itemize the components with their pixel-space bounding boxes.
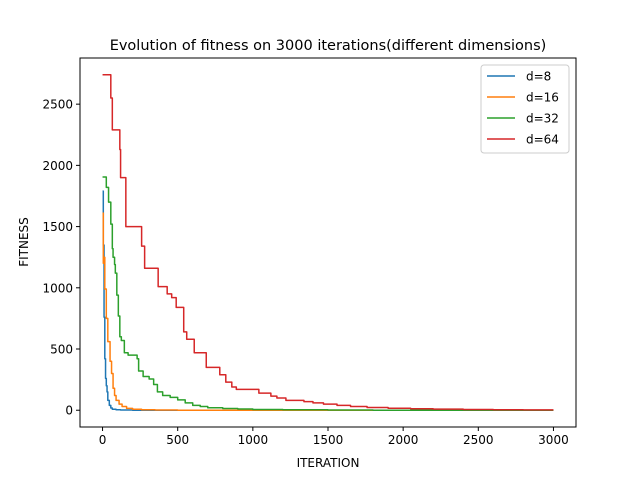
- x-tick-label: 2000: [388, 433, 419, 447]
- y-tick-label: 500: [50, 343, 73, 357]
- x-tick-label: 0: [99, 433, 107, 447]
- x-axis-label: ITERATION: [297, 456, 360, 470]
- y-tick-label: 0: [65, 404, 73, 418]
- x-axis: 0 500 1000 1500 2000 2500 3000: [99, 427, 569, 447]
- legend-label-d-8: d=8: [526, 70, 551, 84]
- x-tick-label: 2500: [463, 433, 494, 447]
- x-tick-label: 3000: [538, 433, 569, 447]
- series-line-d-32: [102, 176, 554, 411]
- x-tick-label: 1500: [313, 433, 344, 447]
- legend-label-d-16: d=16: [526, 91, 559, 105]
- series-line-d-8: [102, 190, 554, 411]
- y-axis-label: FITNESS: [17, 217, 31, 267]
- y-tick-label: 2000: [42, 159, 73, 173]
- x-tick-label: 1000: [238, 433, 269, 447]
- y-tick-label: 2500: [42, 98, 73, 112]
- series-line-d-16: [102, 212, 554, 411]
- legend-label-d-32: d=32: [526, 112, 559, 126]
- series-layer: [102, 74, 554, 411]
- legend-box: [480, 64, 570, 154]
- legend: d=8 d=16 d=32 d=64: [480, 64, 570, 154]
- y-tick-label: 1500: [42, 220, 73, 234]
- x-tick-label: 500: [166, 433, 189, 447]
- legend-label-d-64: d=64: [526, 133, 559, 147]
- y-axis: 0 500 1000 1500 2000 2500: [42, 98, 80, 418]
- chart-title: Evolution of fitness on 3000 iterations(…: [110, 38, 547, 54]
- series-line-d-64: [102, 74, 554, 411]
- y-tick-label: 1000: [42, 281, 73, 295]
